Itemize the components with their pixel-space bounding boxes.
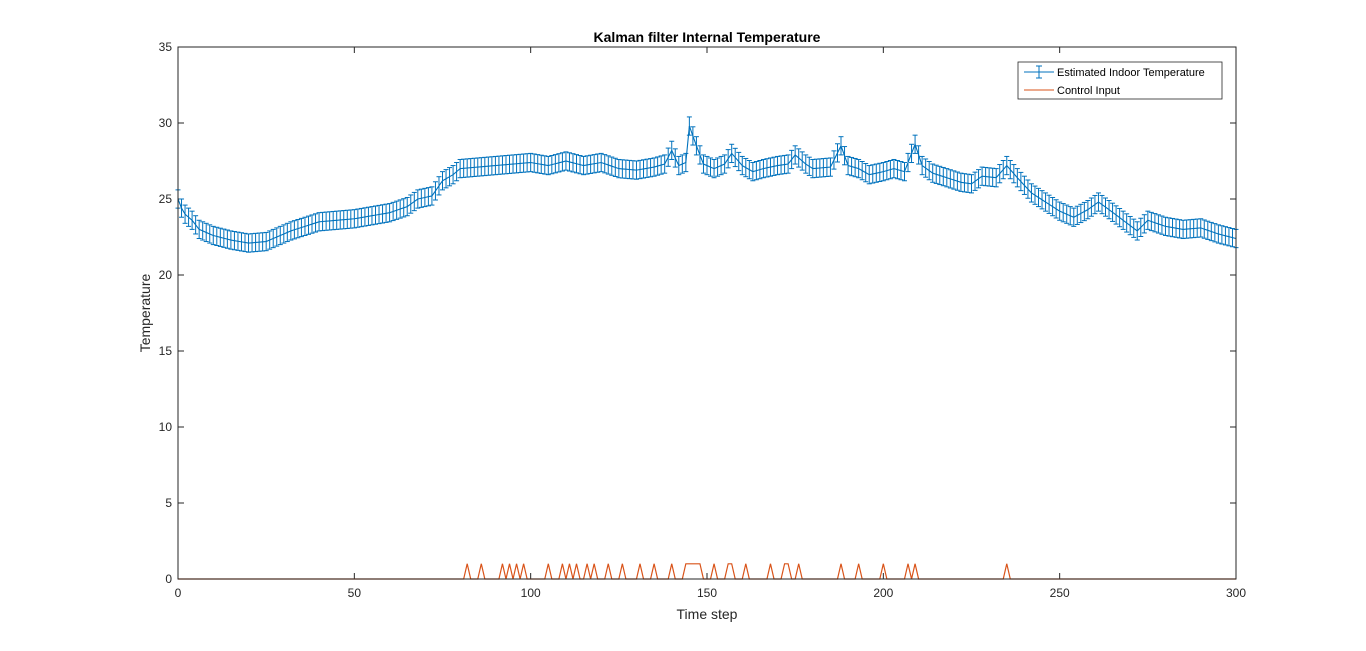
legend-label-control: Control Input <box>1057 85 1120 97</box>
legend: Estimated Indoor Temperature Control Inp… <box>1017 61 1223 100</box>
y-tick-label: 25 <box>159 192 173 206</box>
x-tick-label: 150 <box>697 586 717 600</box>
x-axis-ticks: 0 50 100 150 200 250 300 <box>175 47 1246 600</box>
y-axis-label: Temperature <box>137 273 153 352</box>
y-tick-label: 5 <box>165 496 172 510</box>
x-tick-label: 250 <box>1050 586 1070 600</box>
axes-box <box>177 46 1237 580</box>
x-tick-label: 50 <box>348 586 362 600</box>
x-axis-label: Time step <box>677 606 738 622</box>
legend-box <box>1017 61 1223 100</box>
x-tick-label: 100 <box>521 586 541 600</box>
errorbars-estimated-temperature <box>175 116 1239 253</box>
chart-title: Kalman filter Internal Temperature <box>594 29 821 45</box>
plot-area <box>175 116 1239 580</box>
y-tick-label: 0 <box>165 572 172 586</box>
y-tick-label: 10 <box>159 420 173 434</box>
y-tick-label: 15 <box>159 344 173 358</box>
legend-marker-temperature <box>1024 65 1054 79</box>
y-tick-label: 35 <box>159 40 173 54</box>
series-line-estimated-temperature <box>177 125 1237 244</box>
y-axis-ticks: 0 5 10 15 20 25 30 35 <box>159 40 1236 586</box>
x-tick-label: 200 <box>873 586 893 600</box>
x-tick-label: 0 <box>175 586 182 600</box>
x-tick-label: 300 <box>1226 586 1246 600</box>
legend-label-temperature: Estimated Indoor Temperature <box>1057 67 1205 79</box>
y-tick-label: 30 <box>159 116 173 130</box>
y-tick-label: 20 <box>159 268 173 282</box>
